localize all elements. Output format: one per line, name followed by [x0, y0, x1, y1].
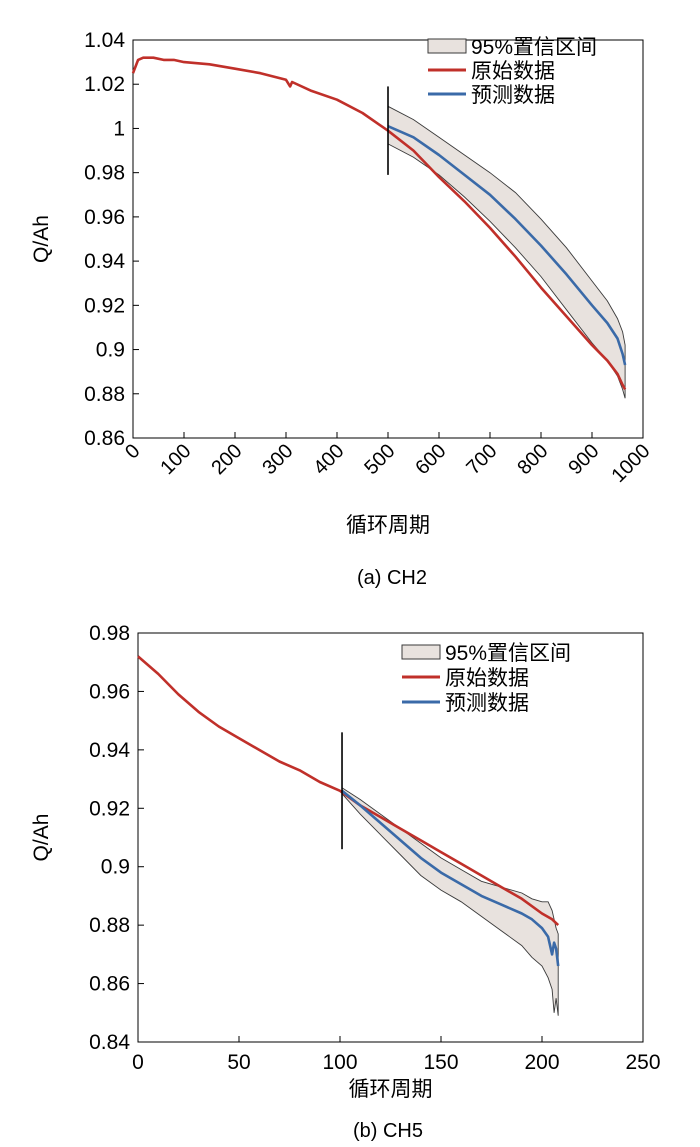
x-tick-label: 400: [309, 440, 348, 479]
x-tick-label: 300: [258, 440, 297, 479]
y-tick-label: 0.92: [84, 294, 125, 317]
series-predicted-data: [387, 125, 627, 366]
chart-caption: (a) CH2: [357, 567, 427, 589]
y-tick-label: 0.9: [96, 339, 125, 362]
confidence-band-95: [387, 105, 626, 399]
x-axis-label: 循环周期: [349, 1078, 433, 1101]
legend-label: 95%置信区间: [445, 642, 571, 665]
x-tick-label: 0: [132, 1051, 144, 1074]
chart-panel-ch2: (a) CH2 0.86 0.88 0.9 0.92 0.94 0.96 0.98 1 1.02…: [30, 29, 655, 589]
x-tick-label: 100: [322, 1051, 357, 1074]
x-tick-label: 250: [625, 1051, 660, 1074]
x-tick-label: 50: [227, 1051, 250, 1074]
confidence-band-95: [341, 786, 559, 1016]
legend-label: 原始数据: [445, 667, 529, 690]
plot-frame: [137, 632, 644, 1043]
x-tick-label: 500: [360, 440, 399, 479]
y-tick-label: 0.96: [84, 206, 125, 229]
y-tick-label: 1: [113, 117, 125, 140]
y-tick-label: 0.86: [84, 427, 125, 450]
y-tick-label: 0.88: [89, 914, 130, 937]
y-tick-label: 0.92: [89, 797, 130, 820]
series-predicted-data: [341, 789, 560, 967]
x-tick-label: 100: [156, 440, 195, 479]
legend-label: 预测数据: [445, 692, 529, 715]
legend-label: 预测数据: [471, 84, 555, 107]
x-tick-label: 200: [524, 1051, 559, 1074]
series-original-data: [131, 56, 627, 391]
x-tick-label: 0: [121, 440, 144, 463]
x-tick-label: 800: [513, 440, 552, 479]
legend-swatch-confidence: [427, 38, 467, 54]
legend-label: 95%置信区间: [471, 36, 597, 59]
y-tick-label: 1.02: [84, 73, 125, 96]
x-tick-label: 150: [423, 1051, 458, 1074]
y-tick-label: 0.94: [84, 250, 125, 273]
y-axis-label: Q/Ah: [30, 215, 53, 263]
y-tick-label: 0.98: [89, 622, 130, 645]
y-tick-label: 0.94: [89, 739, 130, 762]
x-tick-label: 1000: [608, 440, 655, 487]
y-tick-label: 0.88: [84, 383, 125, 406]
y-tick-label: 0.9: [101, 856, 130, 879]
x-axis-label: 循环周期: [346, 514, 430, 537]
legend-swatch-confidence: [401, 644, 441, 660]
y-tick-label: 0.86: [89, 973, 130, 996]
y-tick-label: 0.98: [84, 162, 125, 185]
x-tick-label: 600: [411, 440, 450, 479]
y-tick-label: 1.04: [84, 29, 125, 52]
x-tick-label: 200: [207, 440, 246, 479]
y-axis-label: Q/Ah: [30, 814, 53, 862]
y-tick-label: 0.84: [89, 1031, 130, 1054]
x-tick-label: 900: [564, 440, 603, 479]
y-tick-label: 0.96: [89, 680, 130, 703]
x-tick-label: 700: [462, 440, 501, 479]
chart-caption: (b) CH5: [353, 1120, 423, 1142]
chart-panel-ch5: (b) CH5 0.84 0.86 0.88 0.9 0.92 0.94 0.96 0.98 0…: [30, 622, 661, 1142]
legend-label: 原始数据: [471, 60, 555, 83]
